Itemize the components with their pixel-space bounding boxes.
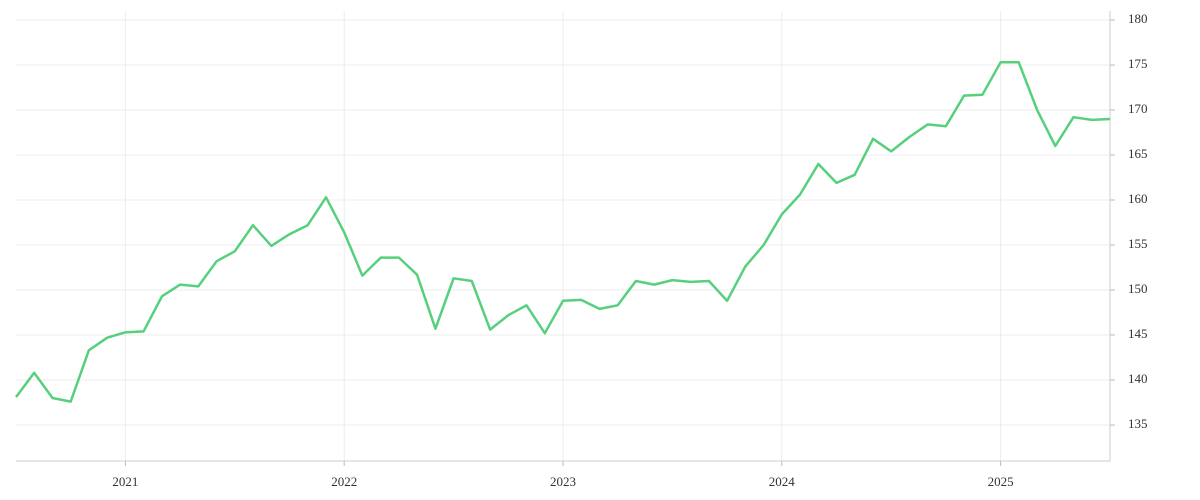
y-tick-label: 150 xyxy=(1128,281,1148,296)
y-tick-label: 165 xyxy=(1128,146,1148,161)
line xyxy=(14,61,1111,403)
x-tick-label: 2025 xyxy=(988,474,1014,489)
y-tick-label: 140 xyxy=(1128,371,1148,386)
y-tick-label: 175 xyxy=(1128,56,1148,71)
y-tick-label: 180 xyxy=(1128,11,1148,26)
y-tick-label: 145 xyxy=(1128,326,1148,341)
x-tick-label: 2024 xyxy=(769,474,796,489)
x-tick-label: 2023 xyxy=(550,474,576,489)
y-tick-label: 170 xyxy=(1128,101,1148,116)
y-tick-label: 135 xyxy=(1128,416,1148,431)
x-tick-label: 2022 xyxy=(331,474,357,489)
x-tick-label: 2021 xyxy=(112,474,138,489)
y-tick-label: 155 xyxy=(1128,236,1148,251)
y-tick-label: 160 xyxy=(1128,191,1148,206)
